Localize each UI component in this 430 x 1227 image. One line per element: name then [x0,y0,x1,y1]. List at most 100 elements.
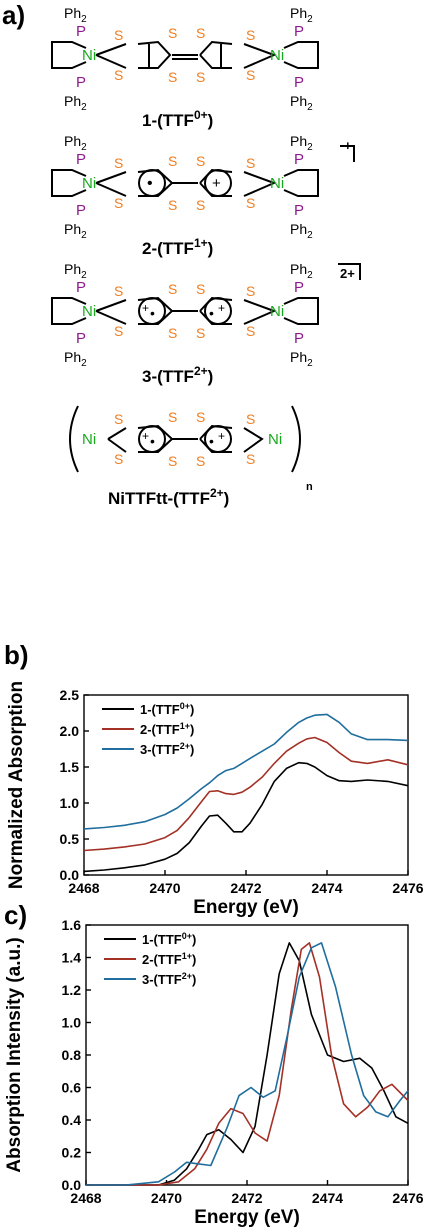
radical-dot: • [147,175,153,192]
series-line-1 [83,761,409,873]
series-line-1 [86,942,409,1186]
sulfur-atom: S [114,67,123,83]
phenyl-label: Ph2 [64,93,87,113]
phenyl-label: Ph2 [64,5,87,25]
nickel-atom: Ni [82,175,96,192]
phenyl-label: Ph2 [290,349,313,369]
y-tick-label: 0.8 [62,1047,82,1063]
y-tick-label: 0.2 [62,1145,82,1161]
phosphorus-atom: P [76,23,86,40]
sulfur-atom: S [246,67,255,83]
radical-plus: + [218,429,225,443]
nickel-atom: Ni [270,175,284,192]
sulfur-atom: S [168,197,177,213]
y-tick-label: 0.0 [62,1177,82,1193]
legend-entry: 2-(TTF1+) [142,951,196,967]
phosphorus-atom: P [76,74,86,91]
sulfur-atom: S [196,281,205,297]
nickel-atom: Ni [270,303,284,320]
phenyl-label: Ph2 [64,349,87,369]
molecule-captions: 1-(TTF0+) 2-(TTF1+) 3-(TTF2+) NiTTFtt-(TTF2… [108,108,361,508]
molecule-caption: 1-(TTF0+) [142,108,213,130]
series-line-3 [83,713,409,830]
y-tick-label: 1.2 [62,982,82,998]
phosphorus-atom: P [294,279,304,296]
x-tick-label: 2476 [392,1190,423,1206]
x-tick-label: 2476 [392,880,423,896]
sulfur-atom: S [246,27,255,43]
phosphorus-atom: P [76,330,86,347]
phenyl-label: Ph2 [64,133,87,153]
x-axis-label: Energy (eV) [194,1207,300,1227]
phenyl-label: Ph2 [64,221,87,241]
sulfur-atom: S [246,155,255,171]
phosphorus-atom: P [294,330,304,347]
plot-frame [83,694,409,876]
phenyl-label: Ph2 [290,93,313,113]
molecule-caption: 2-(TTF1+) [142,236,213,258]
y-axis-label: Normalized Absorption [6,681,27,889]
x-tick-label: 2468 [68,880,99,896]
sulfur-atom: S [196,197,205,213]
radical-plus: + [212,175,221,192]
phenyl-label: Ph2 [290,221,313,241]
sulfur-atom: S [196,25,205,41]
molecule-caption: 3-(TTF2+) [142,364,213,386]
y-tick-label: 1.6 [62,917,82,933]
x-tick-label: 2470 [149,880,180,896]
radical-plus: + [218,301,225,315]
phosphorus-atom: P [294,202,304,219]
radical-dot: • [150,433,155,449]
x-tick-label: 2472 [231,1190,262,1206]
x-tick-label: 2472 [230,880,261,896]
series-line-3 [86,942,409,1186]
y-tick-label: 1.5 [60,759,80,775]
radical-dot: • [209,433,214,449]
phosphorus-atom: P [76,151,86,168]
phenyl-label: Ph2 [290,133,313,153]
sulfur-atom: S [114,27,123,43]
nickel-atom: Ni [82,303,96,320]
sulfur-atom: S [246,323,255,339]
legend-entry: 1-(TTF0+) [142,931,196,947]
sulfur-atom: S [114,283,123,299]
sulfur-atom: S [114,451,123,467]
sulfur-atom: S [246,451,255,467]
sulfur-atom: S [114,323,123,339]
x-tick-label: 2468 [70,1190,101,1206]
sulfur-atom: S [168,153,177,169]
molecule-1 [51,40,319,69]
panel-label-a: a) [2,0,26,30]
y-tick-label: 0.5 [60,831,80,847]
phosphorus-atom: P [76,279,86,296]
phosphorus-atom: P [76,202,86,219]
charge-label: 2+ [340,266,355,281]
radical-plus: + [142,429,149,443]
series-line-2 [86,942,409,1186]
phosphorus-atom: P [294,151,304,168]
sulfur-atom: S [114,411,123,427]
molecule-3: + • • + [51,296,319,325]
molecule-caption: NiTTFtt-(TTF2+) [108,486,229,508]
y-tick-label: 0.4 [62,1112,82,1128]
legend-entry: 2-(TTF1+) [140,721,194,737]
phenyl-label: Ph2 [290,5,313,25]
chart-normalized-absorption: 0.0 0.5 1.0 1.5 2.0 2.5 2468 2470 2472 2474 2476 En… [6,681,424,918]
nickel-atom: Ni [268,431,282,448]
polymer-unit: + • • + [69,405,301,473]
sulfur-atom: S [246,283,255,299]
radical-dot: • [150,305,155,321]
panel-label-b: b) [4,640,29,670]
chart-absorption-intensity: 0.0 0.2 0.4 0.6 0.8 1.0 1.2 1.4 1.6 2468 2470 2472 2… [4,917,424,1227]
radical-plus: + [142,301,149,315]
nickel-atom: Ni [82,431,96,448]
plot-frame [85,924,409,1186]
y-tick-label: 2.5 [60,687,80,703]
sulfur-atom: S [196,325,205,341]
sulfur-atom: S [168,409,177,425]
panel-label-c: c) [4,900,28,930]
sulfur-atom: S [168,453,177,469]
phosphorus-atom: P [294,74,304,91]
phenyl-label: Ph2 [290,261,313,281]
